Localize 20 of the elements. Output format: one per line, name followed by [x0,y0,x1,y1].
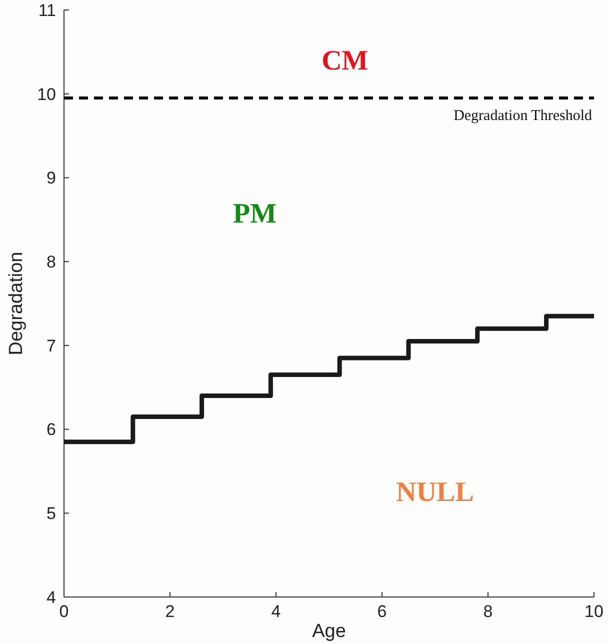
y-tick-label: 5 [46,504,56,524]
y-tick-label: 11 [38,0,56,20]
x-tick-label: 0 [59,602,69,621]
y-tick-label: 6 [46,420,56,440]
y-axis-title: Degradation [6,252,27,356]
x-axis-title: Age [312,621,346,642]
x-tick-label: 10 [584,602,604,621]
annotation: NULL [396,477,474,508]
x-tick-label: 4 [271,602,281,621]
x-tick-label: 2 [165,602,175,621]
y-tick-label: 8 [46,252,56,272]
x-tick-label: 8 [483,602,493,621]
y-tick-label: 10 [37,84,56,104]
x-tick-label: 6 [377,602,387,621]
annotation: CM [322,46,368,77]
ref-line-label: Degradation Threshold [454,108,592,124]
y-tick-label: 7 [46,336,56,356]
y-tick-label: 9 [46,168,56,188]
annotation: PM [233,198,277,230]
y-tick-label: 4 [46,588,56,607]
